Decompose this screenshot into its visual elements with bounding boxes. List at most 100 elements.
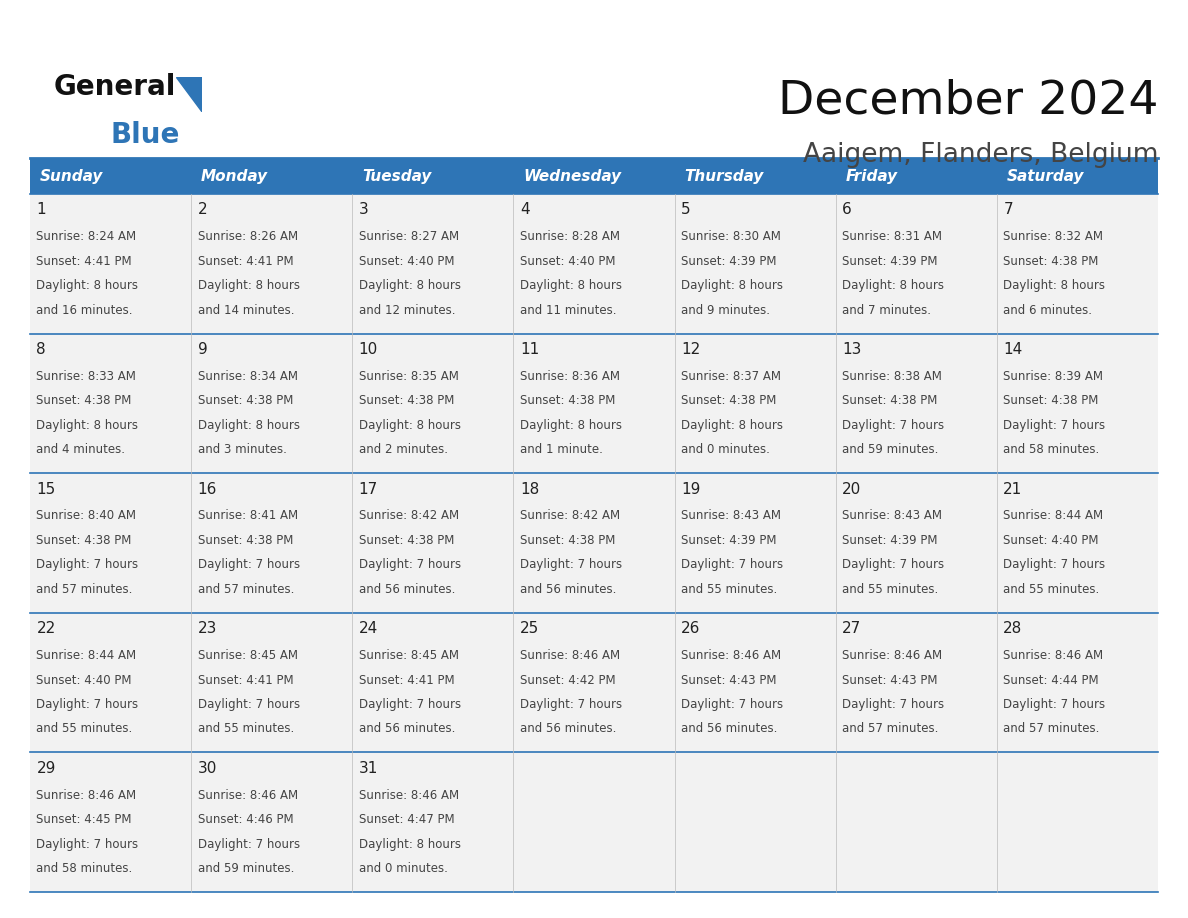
Text: Daylight: 7 hours: Daylight: 7 hours — [1004, 419, 1105, 431]
Text: 17: 17 — [359, 482, 378, 497]
Text: Sunset: 4:45 PM: Sunset: 4:45 PM — [37, 813, 132, 826]
Text: Sunrise: 8:30 AM: Sunrise: 8:30 AM — [681, 230, 781, 243]
Text: 18: 18 — [520, 482, 539, 497]
Text: Sunrise: 8:32 AM: Sunrise: 8:32 AM — [1004, 230, 1104, 243]
Text: Sunset: 4:39 PM: Sunset: 4:39 PM — [842, 534, 937, 547]
Text: Sunset: 4:38 PM: Sunset: 4:38 PM — [197, 395, 293, 408]
Text: Sunrise: 8:46 AM: Sunrise: 8:46 AM — [1004, 649, 1104, 662]
Text: 8: 8 — [37, 342, 46, 357]
Text: Daylight: 7 hours: Daylight: 7 hours — [37, 698, 139, 711]
Text: 16: 16 — [197, 482, 217, 497]
Text: Daylight: 7 hours: Daylight: 7 hours — [1004, 558, 1105, 571]
Text: Daylight: 8 hours: Daylight: 8 hours — [197, 419, 299, 431]
Text: Sunrise: 8:31 AM: Sunrise: 8:31 AM — [842, 230, 942, 243]
Text: 30: 30 — [197, 761, 217, 776]
Text: 31: 31 — [359, 761, 378, 776]
Text: Sunrise: 8:46 AM: Sunrise: 8:46 AM — [520, 649, 620, 662]
Text: Sunrise: 8:46 AM: Sunrise: 8:46 AM — [681, 649, 782, 662]
Bar — [191, 333, 353, 473]
Bar — [835, 194, 997, 333]
Text: Daylight: 8 hours: Daylight: 8 hours — [681, 419, 783, 431]
Text: and 0 minutes.: and 0 minutes. — [681, 443, 770, 456]
Text: Sunset: 4:40 PM: Sunset: 4:40 PM — [520, 254, 615, 268]
Text: 29: 29 — [37, 761, 56, 776]
Text: Sunset: 4:44 PM: Sunset: 4:44 PM — [1004, 674, 1099, 687]
Text: Daylight: 7 hours: Daylight: 7 hours — [842, 419, 944, 431]
Text: Daylight: 8 hours: Daylight: 8 hours — [359, 279, 461, 292]
Text: Wednesday: Wednesday — [523, 169, 621, 184]
Text: Sunrise: 8:46 AM: Sunrise: 8:46 AM — [359, 789, 459, 801]
Text: Daylight: 8 hours: Daylight: 8 hours — [1004, 279, 1105, 292]
Text: Sunset: 4:40 PM: Sunset: 4:40 PM — [1004, 534, 1099, 547]
Text: Daylight: 8 hours: Daylight: 8 hours — [37, 419, 139, 431]
Bar — [513, 613, 675, 753]
Text: Sunset: 4:46 PM: Sunset: 4:46 PM — [197, 813, 293, 826]
Text: Sunday: Sunday — [39, 169, 103, 184]
Text: 20: 20 — [842, 482, 861, 497]
Text: and 2 minutes.: and 2 minutes. — [359, 443, 448, 456]
Bar — [513, 194, 675, 333]
Text: and 4 minutes.: and 4 minutes. — [37, 443, 126, 456]
Text: December 2024: December 2024 — [778, 78, 1158, 123]
Text: and 16 minutes.: and 16 minutes. — [37, 304, 133, 317]
Text: Daylight: 8 hours: Daylight: 8 hours — [520, 279, 621, 292]
Text: Sunset: 4:40 PM: Sunset: 4:40 PM — [359, 254, 454, 268]
Bar — [191, 473, 353, 613]
Bar — [997, 333, 1158, 473]
Text: and 56 minutes.: and 56 minutes. — [359, 722, 455, 735]
Text: Sunset: 4:38 PM: Sunset: 4:38 PM — [197, 534, 293, 547]
Text: Sunset: 4:39 PM: Sunset: 4:39 PM — [842, 254, 937, 268]
Text: Sunrise: 8:39 AM: Sunrise: 8:39 AM — [1004, 370, 1104, 383]
Text: Sunset: 4:38 PM: Sunset: 4:38 PM — [1004, 254, 1099, 268]
Bar — [353, 613, 513, 753]
Text: General: General — [53, 73, 176, 102]
Bar — [997, 753, 1158, 892]
Text: 22: 22 — [37, 621, 56, 636]
Text: Sunset: 4:43 PM: Sunset: 4:43 PM — [842, 674, 937, 687]
Text: 11: 11 — [520, 342, 539, 357]
Text: 23: 23 — [197, 621, 217, 636]
Text: and 56 minutes.: and 56 minutes. — [520, 583, 617, 596]
Text: 1: 1 — [37, 202, 46, 218]
Bar — [513, 473, 675, 613]
Text: Blue: Blue — [110, 121, 179, 150]
Bar — [675, 753, 835, 892]
Text: Sunrise: 8:44 AM: Sunrise: 8:44 AM — [1004, 509, 1104, 522]
Text: Daylight: 7 hours: Daylight: 7 hours — [359, 698, 461, 711]
Text: and 59 minutes.: and 59 minutes. — [197, 862, 293, 875]
Text: Sunrise: 8:43 AM: Sunrise: 8:43 AM — [842, 509, 942, 522]
Text: Sunset: 4:41 PM: Sunset: 4:41 PM — [197, 254, 293, 268]
Text: Sunset: 4:38 PM: Sunset: 4:38 PM — [359, 534, 454, 547]
Text: 7: 7 — [1004, 202, 1013, 218]
Text: Sunrise: 8:45 AM: Sunrise: 8:45 AM — [197, 649, 297, 662]
Text: and 55 minutes.: and 55 minutes. — [681, 583, 777, 596]
Text: Daylight: 7 hours: Daylight: 7 hours — [359, 558, 461, 571]
Text: Daylight: 8 hours: Daylight: 8 hours — [197, 279, 299, 292]
Text: and 3 minutes.: and 3 minutes. — [197, 443, 286, 456]
Bar — [30, 158, 1158, 194]
Text: 3: 3 — [359, 202, 368, 218]
Text: 19: 19 — [681, 482, 701, 497]
Text: 27: 27 — [842, 621, 861, 636]
Text: and 14 minutes.: and 14 minutes. — [197, 304, 295, 317]
Text: Daylight: 7 hours: Daylight: 7 hours — [520, 698, 623, 711]
Text: and 12 minutes.: and 12 minutes. — [359, 304, 455, 317]
Text: 9: 9 — [197, 342, 208, 357]
Text: Daylight: 7 hours: Daylight: 7 hours — [842, 558, 944, 571]
Text: Sunset: 4:47 PM: Sunset: 4:47 PM — [359, 813, 454, 826]
Text: and 59 minutes.: and 59 minutes. — [842, 443, 939, 456]
Text: Sunset: 4:39 PM: Sunset: 4:39 PM — [681, 254, 777, 268]
Text: Monday: Monday — [201, 169, 268, 184]
Text: Daylight: 7 hours: Daylight: 7 hours — [520, 558, 623, 571]
Bar — [675, 194, 835, 333]
Text: and 1 minute.: and 1 minute. — [520, 443, 602, 456]
Text: and 7 minutes.: and 7 minutes. — [842, 304, 931, 317]
Bar — [353, 753, 513, 892]
Bar — [675, 613, 835, 753]
Text: Daylight: 7 hours: Daylight: 7 hours — [37, 558, 139, 571]
Text: Sunset: 4:39 PM: Sunset: 4:39 PM — [681, 534, 777, 547]
Text: Tuesday: Tuesday — [362, 169, 431, 184]
Text: Sunset: 4:40 PM: Sunset: 4:40 PM — [37, 674, 132, 687]
Text: 28: 28 — [1004, 621, 1023, 636]
Bar — [513, 333, 675, 473]
